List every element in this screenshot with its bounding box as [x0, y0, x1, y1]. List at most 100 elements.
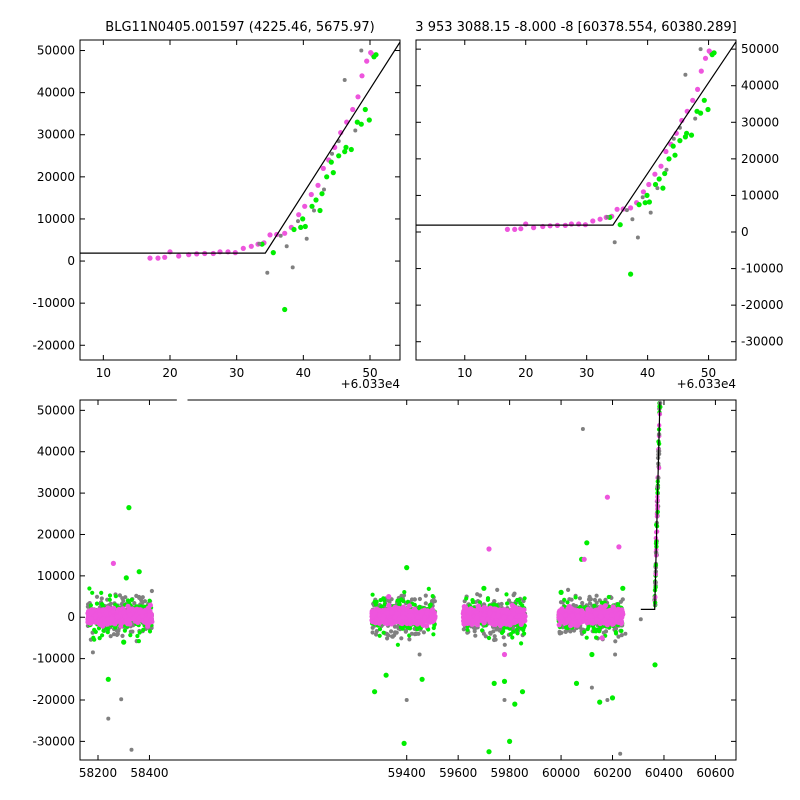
axis-break: [176, 398, 188, 403]
data-point: [648, 210, 653, 215]
baseline-point: [472, 629, 477, 634]
x-tick-label: 20: [518, 366, 533, 380]
baseline-point: [400, 610, 406, 617]
baseline-point: [141, 627, 146, 633]
data-point: [616, 544, 622, 550]
data-point: [683, 72, 688, 77]
top-left-title: BLG11N0405.001597 (4225.46, 5675.97): [105, 20, 374, 35]
baseline-point: [480, 628, 485, 633]
data-point: [662, 170, 668, 177]
baseline-point: [400, 604, 406, 610]
baseline-point: [426, 586, 431, 592]
data-point: [693, 116, 698, 121]
baseline-point: [428, 602, 433, 607]
data-point: [658, 163, 664, 169]
bottom-panel: 58200 58400 59400 59600 59800 60000 60200 60400…: [32, 398, 737, 780]
baseline-point: [385, 636, 390, 641]
baseline-point: [412, 607, 418, 613]
model-curve: [640, 402, 661, 611]
data-point: [711, 50, 717, 56]
baseline-point: [408, 608, 414, 615]
baseline-point: [512, 618, 518, 624]
top-right-panel: 3 953 3088.15 -8.000 -8 [60378.554, 6038…: [415, 20, 783, 391]
x-tick-label: 60400: [645, 766, 683, 780]
data-point: [695, 86, 701, 92]
data-point: [401, 740, 407, 747]
data-point: [666, 156, 672, 162]
baseline-point: [511, 593, 516, 598]
baseline-point: [594, 635, 599, 640]
x-tick-label: 50: [362, 366, 377, 380]
baseline-point: [519, 641, 524, 646]
baseline-point: [490, 613, 497, 620]
baseline-point: [578, 604, 583, 610]
baseline-point: [479, 616, 486, 622]
data-point: [690, 97, 696, 103]
data-point: [308, 191, 314, 198]
data-point: [291, 226, 297, 233]
baseline-point: [384, 619, 390, 625]
baseline-point: [520, 613, 526, 619]
data-point: [679, 117, 685, 124]
baseline-point: [423, 601, 428, 606]
data-point: [612, 240, 617, 245]
baseline-point: [608, 619, 614, 625]
baseline-point: [122, 628, 127, 633]
baseline-point: [616, 602, 621, 607]
data-point: [698, 110, 704, 116]
baseline-point: [587, 613, 593, 619]
baseline-point: [372, 620, 378, 626]
data-point: [628, 271, 634, 277]
baseline-point: [99, 596, 104, 601]
baseline-point: [478, 593, 483, 598]
baseline-point: [92, 619, 99, 625]
baseline-point: [594, 593, 599, 598]
baseline-point: [377, 633, 382, 638]
y-tick-label: -20000: [32, 693, 75, 707]
baseline-point: [592, 610, 599, 616]
baseline-point: [374, 632, 379, 637]
baseline-point: [384, 610, 390, 616]
baseline-point: [522, 596, 527, 601]
data-point: [322, 187, 326, 192]
data-point: [336, 153, 342, 159]
data-point: [309, 203, 315, 209]
y-tick-label: 20000: [37, 170, 75, 184]
baseline-point: [423, 593, 428, 598]
baseline-point: [515, 631, 520, 636]
data-point: [404, 565, 410, 571]
baseline-point: [607, 604, 612, 609]
data-point: [350, 106, 356, 113]
baseline-point: [602, 617, 608, 624]
baseline-point: [565, 600, 570, 605]
data-point: [640, 195, 645, 200]
data-point: [342, 78, 347, 82]
data-point: [123, 575, 129, 581]
data-point: [257, 241, 262, 246]
baseline-point: [606, 594, 611, 600]
baseline-point: [397, 602, 402, 607]
data-point: [597, 216, 603, 222]
baseline-point: [431, 632, 436, 637]
baseline-point: [94, 601, 100, 606]
baseline-point: [139, 596, 144, 601]
x-tick-label: 40: [296, 366, 311, 380]
baseline-point: [100, 633, 105, 638]
data-point: [518, 226, 524, 232]
x-tick-label: 20: [162, 366, 177, 380]
data-point: [652, 662, 658, 668]
baseline-point: [113, 625, 118, 630]
model-curve: [416, 41, 736, 226]
baseline-point: [466, 608, 472, 614]
baseline-point: [394, 630, 399, 635]
baseline-point: [501, 629, 506, 634]
y-tick-label: -30000: [741, 335, 784, 349]
data-point: [589, 651, 595, 658]
data-point: [614, 206, 620, 212]
data-point: [604, 494, 611, 500]
x-tick-label: 59600: [439, 766, 477, 780]
data-point: [342, 149, 348, 155]
data-point: [366, 117, 372, 123]
baseline-point: [493, 637, 498, 642]
data-point: [328, 159, 334, 165]
